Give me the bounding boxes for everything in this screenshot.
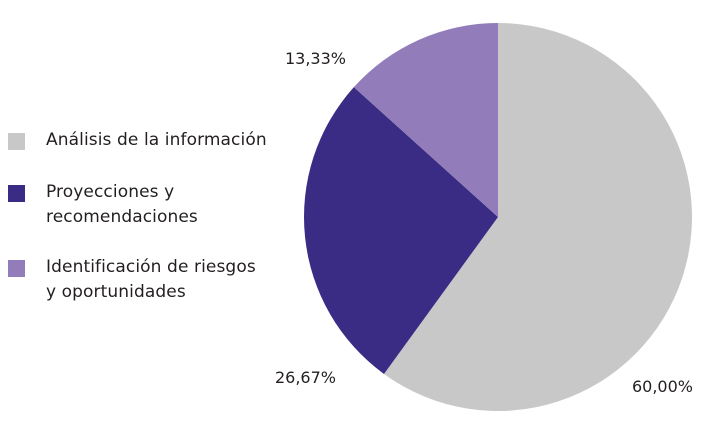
pie-slice-analysis bbox=[383, 23, 692, 411]
legend-label-risks: Identificación de riesgos y oportunidade… bbox=[46, 257, 256, 302]
legend-swatch-risks bbox=[8, 260, 25, 277]
slice-value-label-risks: 13,33% bbox=[285, 49, 346, 68]
slice-value-label-projections: 26,67% bbox=[275, 368, 336, 387]
legend-swatch-projections bbox=[8, 185, 25, 202]
slice-value-label-analysis: 60,00% bbox=[632, 377, 693, 396]
legend-label-projections: Proyecciones y recomendaciones bbox=[46, 182, 198, 227]
pie-slice-risks bbox=[353, 23, 498, 217]
legend-label-analysis: Análisis de la información bbox=[46, 130, 267, 150]
pie-slice-projections bbox=[304, 87, 498, 374]
legend-swatch-analysis bbox=[8, 133, 25, 150]
